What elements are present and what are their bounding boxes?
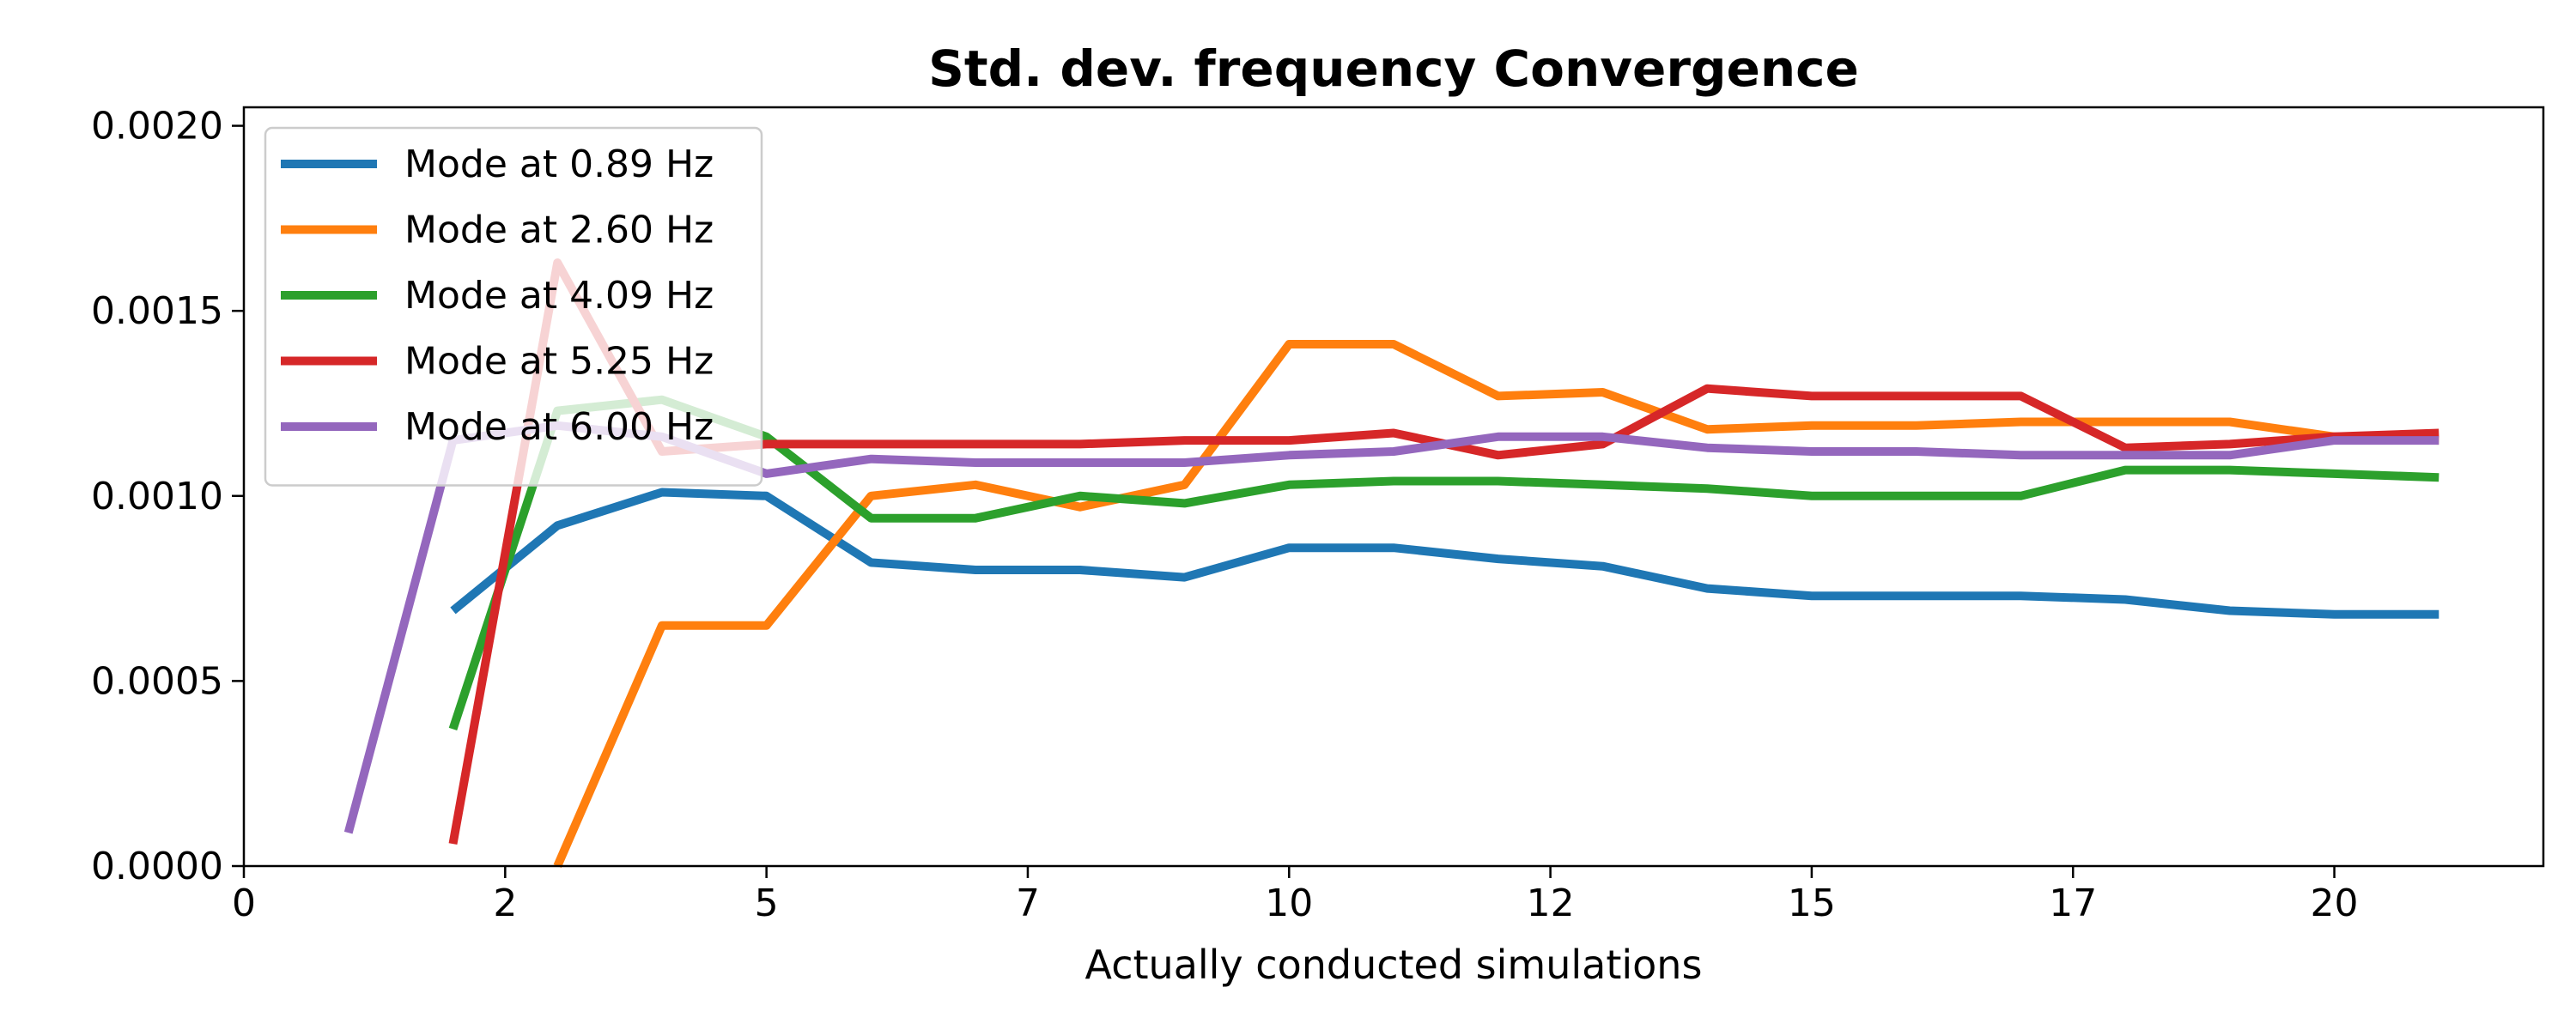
chart-title: Std. dev. frequency Convergence	[928, 39, 1859, 98]
plot-frame	[242, 106, 2545, 868]
x-tick-label: 7	[1016, 882, 1040, 925]
legend: Mode at 0.89 Hz Mode at 2.60 Hz Mode at 4.…	[264, 126, 763, 487]
x-axis-label: Actually conducted simulations	[1085, 942, 1703, 988]
series-line-1	[450, 488, 2439, 619]
y-tick-label: 0.0005	[91, 659, 223, 703]
x-tick-label: 10	[1265, 882, 1313, 925]
y-tick-label: 0.0015	[91, 289, 223, 333]
y-tick-label: 0.0000	[91, 845, 223, 888]
x-tick-label: 2	[493, 882, 517, 925]
x-tick-label: 20	[2311, 882, 2359, 925]
x-axis: 0 2 5 7 10 12 15 17 20	[232, 866, 2359, 925]
series-line-3	[448, 395, 2439, 730]
x-tick-label: 0	[232, 882, 256, 925]
x-tick-label: 12	[1527, 882, 1575, 925]
y-tick-label: 0.0010	[91, 475, 223, 518]
legend-label: Mode at 2.60 Hz	[404, 209, 714, 252]
series-line-2	[553, 340, 2439, 868]
legend-label: Mode at 0.89 Hz	[404, 142, 714, 186]
x-tick-label: 17	[2049, 882, 2097, 925]
y-axis: 0.0000 0.0005 0.0010 0.0015 0.0020	[91, 105, 244, 888]
x-tick-label: 5	[755, 882, 779, 925]
legend-label: Mode at 5.25 Hz	[404, 340, 714, 384]
legend-label: Mode at 6.00 Hz	[404, 405, 714, 449]
legend-label: Mode at 4.09 Hz	[404, 274, 714, 318]
x-tick-label: 15	[1788, 882, 1836, 925]
legend-box	[264, 126, 763, 487]
y-tick-label: 0.0020	[91, 105, 223, 148]
